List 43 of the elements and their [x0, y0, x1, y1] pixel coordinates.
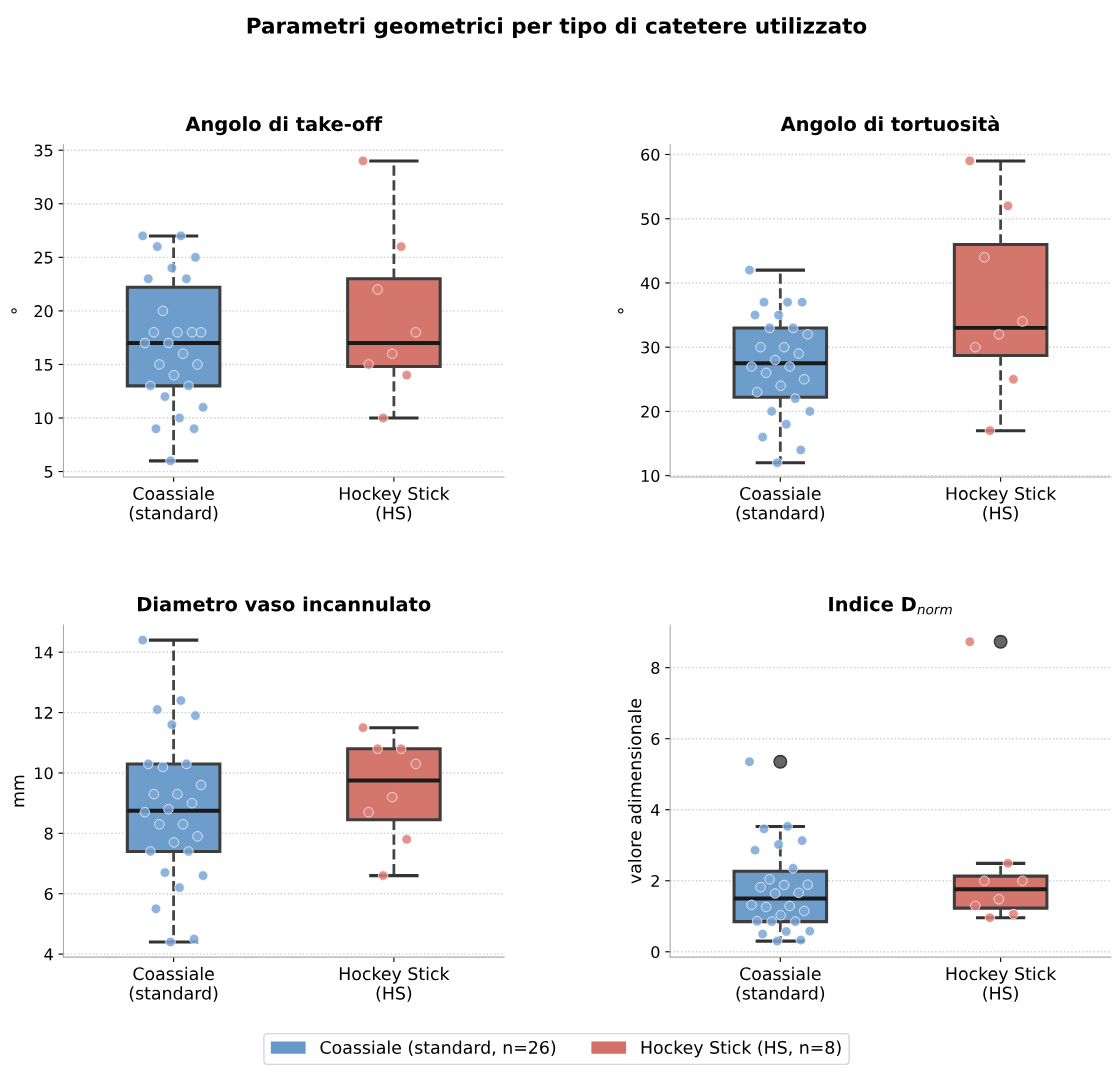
y-tick-label: 40 [640, 277, 660, 290]
y-tick-label: 4 [44, 948, 53, 961]
y-tick-label: 25 [34, 251, 53, 264]
y-tick-label: 2 [651, 874, 659, 887]
text: Parametri geometrici per tipo di catetere utilizzato [247, 17, 867, 39]
y-tick-label: 6 [651, 732, 660, 745]
y-axis-title: ° [618, 308, 624, 314]
y-tick-label: 20 [641, 405, 660, 418]
y-tick-label: 10 [35, 412, 53, 425]
y-tick-label: 8 [44, 827, 53, 840]
y-tick-label: 8 [651, 661, 660, 674]
chart-title: Angolo di tortuosità [780, 115, 999, 136]
x-tick-label: Hockey Stick (HS) [339, 486, 450, 522]
y-tick-label: 12 [35, 706, 53, 719]
chart-title: Angolo di take-off [185, 116, 383, 136]
chart-title: Diametro vaso incannulato [138, 596, 431, 612]
y-tick-label: 4 [651, 804, 660, 816]
x-tick-label: Coassiale (standard) [736, 966, 825, 1002]
y-tick-label: 0 [651, 946, 660, 959]
x-tick-label: Hockey Stick (HS) [946, 486, 1057, 522]
y-axis-title: ° [11, 308, 17, 314]
y-tick-label: 6 [44, 887, 53, 901]
y-tick-label: 30 [641, 341, 660, 354]
x-tick-label: Hockey Stick (HS) [339, 966, 450, 1002]
legend-label: Coassiale (standard, n=26) [320, 1040, 556, 1057]
x-tick-label: Coassiale (standard) [736, 486, 825, 522]
x-tick-label: Hockey Stick (HS) [946, 966, 1057, 1002]
y-tick-label: 15 [35, 358, 53, 371]
y-axis-title: mm [14, 775, 25, 807]
y-axis-title: valore adimensionale [627, 698, 642, 884]
y-tick-label: 10 [35, 767, 53, 780]
y-tick-label: 20 [34, 305, 53, 318]
y-tick-label: 30 [34, 197, 53, 211]
y-tick-label: 60 [641, 148, 660, 161]
x-tick-label: Coassiale (standard) [129, 486, 218, 522]
chart-title: Indice D$_{norm}$ [829, 596, 952, 615]
y-tick-label: 14 [35, 646, 53, 659]
legend-label: Hockey Stick (HS, n=8) [641, 1040, 841, 1058]
y-tick-label: 50 [641, 212, 660, 226]
y-tick-label: 10 [641, 469, 660, 482]
y-tick-label: 5 [44, 466, 53, 478]
y-tick-label: 35 [34, 144, 53, 157]
x-tick-label: Coassiale (standard) [129, 966, 218, 1002]
